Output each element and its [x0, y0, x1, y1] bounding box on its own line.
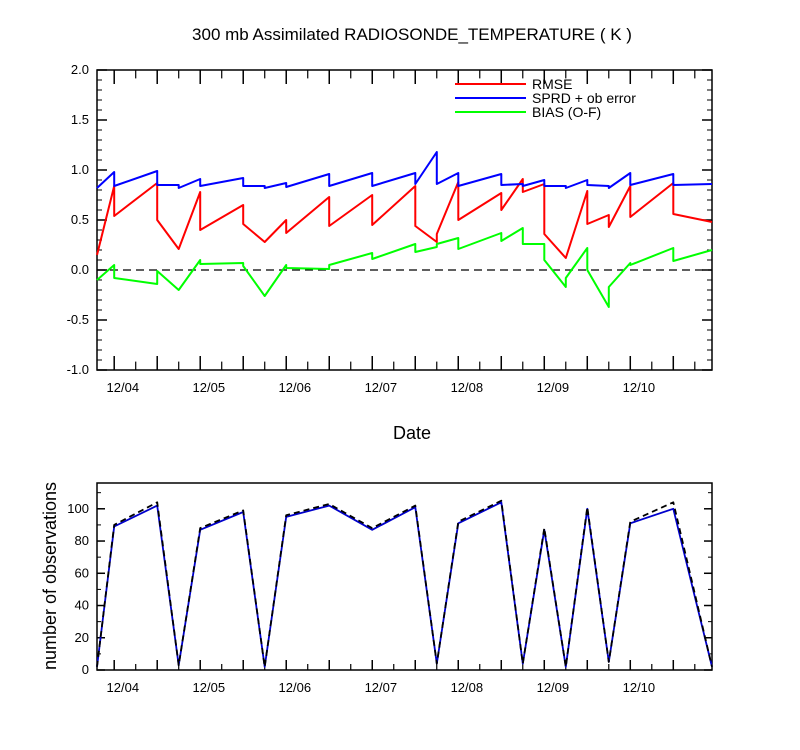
- top-chart: 12/04 12/05 12/06 12/07 12/08 12/09 12/10 2.0 1.…: [67, 62, 713, 395]
- legend-label: SPRD + ob error: [532, 90, 636, 106]
- y-tick-label: 0.5: [71, 212, 89, 227]
- x-tick-label: 12/04: [107, 380, 140, 395]
- x-tick-label: 12/07: [365, 380, 398, 395]
- y-tick-label: 60: [75, 565, 89, 580]
- series-line-sprd-ob-error: [96, 151, 713, 189]
- series-line-observations: [96, 501, 713, 668]
- x-tick-label: 12/08: [451, 380, 484, 395]
- x-tick-label: 12/08: [451, 680, 484, 695]
- x-tick-label: 12/06: [279, 680, 312, 695]
- legend-label: RMSE: [532, 76, 572, 92]
- x-tick-label: 12/05: [193, 380, 226, 395]
- y-tick-label: 2.0: [71, 62, 89, 77]
- legend-label: BIAS (O-F): [532, 104, 601, 120]
- y-tick-label: 100: [67, 501, 89, 516]
- chart-title: 300 mb Assimilated RADIOSONDE_TEMPERATUR…: [192, 25, 632, 44]
- y-tick-label: 0.0: [71, 262, 89, 277]
- y-tick-label: -0.5: [67, 312, 89, 327]
- y-tick-label: -1.0: [67, 362, 89, 377]
- y-axis-label: number of observations: [40, 482, 60, 670]
- x-tick-label: 12/10: [623, 680, 656, 695]
- series-line-bias-o-f-: [96, 227, 713, 308]
- x-tick-label: 12/09: [537, 380, 570, 395]
- plot-frame: [96, 482, 713, 671]
- y-tick-label: 80: [75, 533, 89, 548]
- bottom-chart: 12/04 12/05 12/06 12/07 12/08 12/09 12/10 100 80…: [67, 482, 713, 695]
- y-tick-label: 1.5: [71, 112, 89, 127]
- y-tick-label: 0: [82, 662, 89, 677]
- x-tick-label: 12/07: [365, 680, 398, 695]
- x-tick-label: 12/05: [193, 680, 226, 695]
- y-tick-label: 1.0: [71, 162, 89, 177]
- x-tick-label: 12/06: [279, 380, 312, 395]
- x-tick-label: 12/10: [623, 380, 656, 395]
- x-tick-label: 12/09: [537, 680, 570, 695]
- x-tick-label: 12/04: [107, 680, 140, 695]
- y-tick-label: 40: [75, 598, 89, 613]
- series-line-rmse: [96, 178, 713, 259]
- y-tick-label: 20: [75, 630, 89, 645]
- x-axis-label: Date: [393, 423, 431, 443]
- series-line-observations-dashed-: [96, 499, 713, 668]
